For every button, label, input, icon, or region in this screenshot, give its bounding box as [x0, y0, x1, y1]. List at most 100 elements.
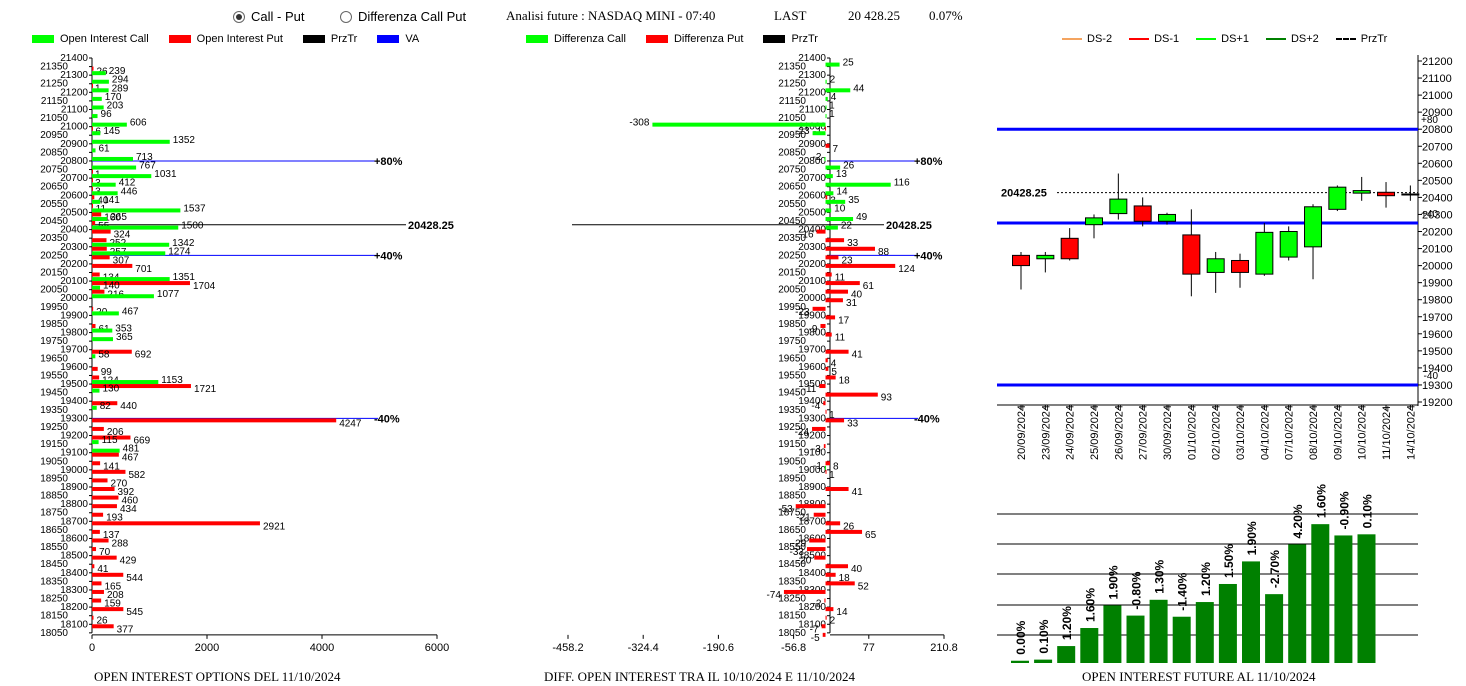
- call-bar: [92, 337, 113, 342]
- put-value-label: 40: [851, 290, 863, 301]
- put-value-label: 208: [107, 590, 124, 601]
- put-bar: [825, 281, 860, 286]
- date-label: 20/09/2024: [1016, 405, 1028, 460]
- call-value-label: 44: [853, 83, 865, 94]
- put-bar: [92, 598, 102, 603]
- put-value-label: 701: [135, 264, 152, 275]
- call-bar: [92, 225, 179, 230]
- diff-open-interest-chart: 2140021350213002125021200211502110021050…: [552, 53, 957, 654]
- put-bar: [824, 598, 826, 603]
- put-bar: [92, 195, 95, 200]
- legend-candle-prztr-label: PrzTr: [1360, 33, 1388, 45]
- put-bar: [825, 263, 896, 268]
- radio-selected-icon: [233, 10, 245, 23]
- put-bar: [92, 512, 104, 517]
- call-value-label: 170: [105, 92, 122, 103]
- put-value-label: 4: [831, 358, 837, 369]
- future-oi-label: 1.90%: [1245, 521, 1259, 555]
- price-tick-label: 19300: [1422, 380, 1453, 392]
- call-bar: [92, 174, 152, 179]
- put-bar: [825, 615, 827, 620]
- put-bar: [806, 547, 826, 552]
- future-oi-label: 4.20%: [1291, 504, 1305, 538]
- call-bar: [92, 440, 99, 445]
- put-bar: [92, 83, 93, 88]
- strike-tick-label: 20350: [40, 233, 68, 244]
- put-value-label: 692: [135, 350, 152, 361]
- put-bar: [92, 564, 95, 569]
- put-bar: [92, 469, 126, 474]
- call-bar: [812, 131, 826, 136]
- price-tick-label: 19900: [1422, 278, 1453, 290]
- call-value-label: 35: [848, 195, 860, 206]
- call-bar: [825, 96, 828, 101]
- put-value-label: 324: [114, 230, 131, 241]
- legend-call-swatch: [32, 35, 54, 43]
- strike-tick-label: 19450: [40, 388, 68, 399]
- put-value-label: -2: [812, 599, 821, 610]
- call-value-label: 1: [829, 100, 835, 111]
- strike-tick-label: 20100: [798, 276, 826, 287]
- strike-tick-label: 18600: [60, 533, 88, 544]
- strike-tick-label: 20200: [60, 259, 88, 270]
- radio-differenza-call-put[interactable]: Differenza Call Put: [340, 9, 466, 24]
- put-bar: [825, 392, 878, 397]
- price-tick-label: 19600: [1422, 329, 1453, 341]
- put-value-label: 40: [851, 564, 863, 575]
- call-value-label: 1537: [183, 203, 206, 214]
- put-bar: [825, 461, 831, 466]
- strike-tick-label: 19750: [778, 336, 806, 347]
- put-value-label: -3: [812, 444, 821, 455]
- call-bar: [92, 328, 113, 333]
- put-value-label: -74: [766, 590, 781, 601]
- price-tick-label: 20200: [1422, 227, 1453, 239]
- date-label: 26/09/2024: [1113, 405, 1125, 460]
- legend-ds-1-swatch: [1129, 38, 1150, 40]
- radio-call-put[interactable]: Call - Put: [233, 9, 304, 24]
- call-value-label: 294: [112, 75, 129, 86]
- prztr-price-label: 20428.25: [1001, 188, 1047, 200]
- strike-tick-label: 20150: [778, 268, 806, 279]
- future-oi-label: 1.90%: [1106, 565, 1120, 599]
- strike-tick-label: 20600: [798, 190, 826, 201]
- call-bar: [92, 448, 120, 453]
- price-tick-label: 20300: [1422, 209, 1453, 221]
- put-bar: [92, 607, 124, 612]
- future-oi-label: 0.10%: [1037, 619, 1051, 653]
- call-bar: [824, 156, 826, 161]
- put-bar: [92, 478, 108, 483]
- x-tick-label: 210.8: [930, 642, 958, 654]
- future-oi-bar: [1149, 599, 1168, 663]
- call-bar: [92, 242, 170, 247]
- call-bar: [825, 199, 846, 204]
- strike-tick-label: 20150: [40, 268, 68, 279]
- strike-tick-label: 20250: [778, 250, 806, 261]
- strike-tick-label: 20300: [798, 242, 826, 253]
- call-value-label: 96: [101, 109, 113, 120]
- candle-body: [1085, 217, 1104, 226]
- put-value-label: 33: [847, 238, 859, 249]
- put-value-label: 5: [831, 367, 837, 378]
- strike-tick-label: 20400: [60, 225, 88, 236]
- put-bar: [812, 426, 826, 431]
- put-bar: [92, 212, 102, 217]
- level-label: -40: [1424, 371, 1439, 382]
- put-value-label: 288: [112, 538, 129, 549]
- call-value-label: 82: [100, 401, 112, 412]
- call-bar: [92, 96, 102, 101]
- strike-tick-label: 19050: [778, 456, 806, 467]
- call-value-label: 365: [116, 332, 133, 343]
- future-oi-bar: [1080, 628, 1099, 663]
- future-oi-label: -2.70%: [1268, 550, 1282, 588]
- strike-tick-label: 20850: [778, 147, 806, 158]
- put-bar: [92, 401, 118, 406]
- candle-body: [1182, 234, 1201, 275]
- strike-tick-label: 18800: [60, 499, 88, 510]
- price-tick-label: 20500: [1422, 175, 1453, 187]
- strike-tick-label: 18250: [40, 594, 68, 605]
- candle-body: [1036, 254, 1055, 260]
- strike-tick-label: 20600: [60, 190, 88, 201]
- strike-tick-label: 21000: [798, 122, 826, 133]
- date-label: 23/09/2024: [1040, 405, 1052, 460]
